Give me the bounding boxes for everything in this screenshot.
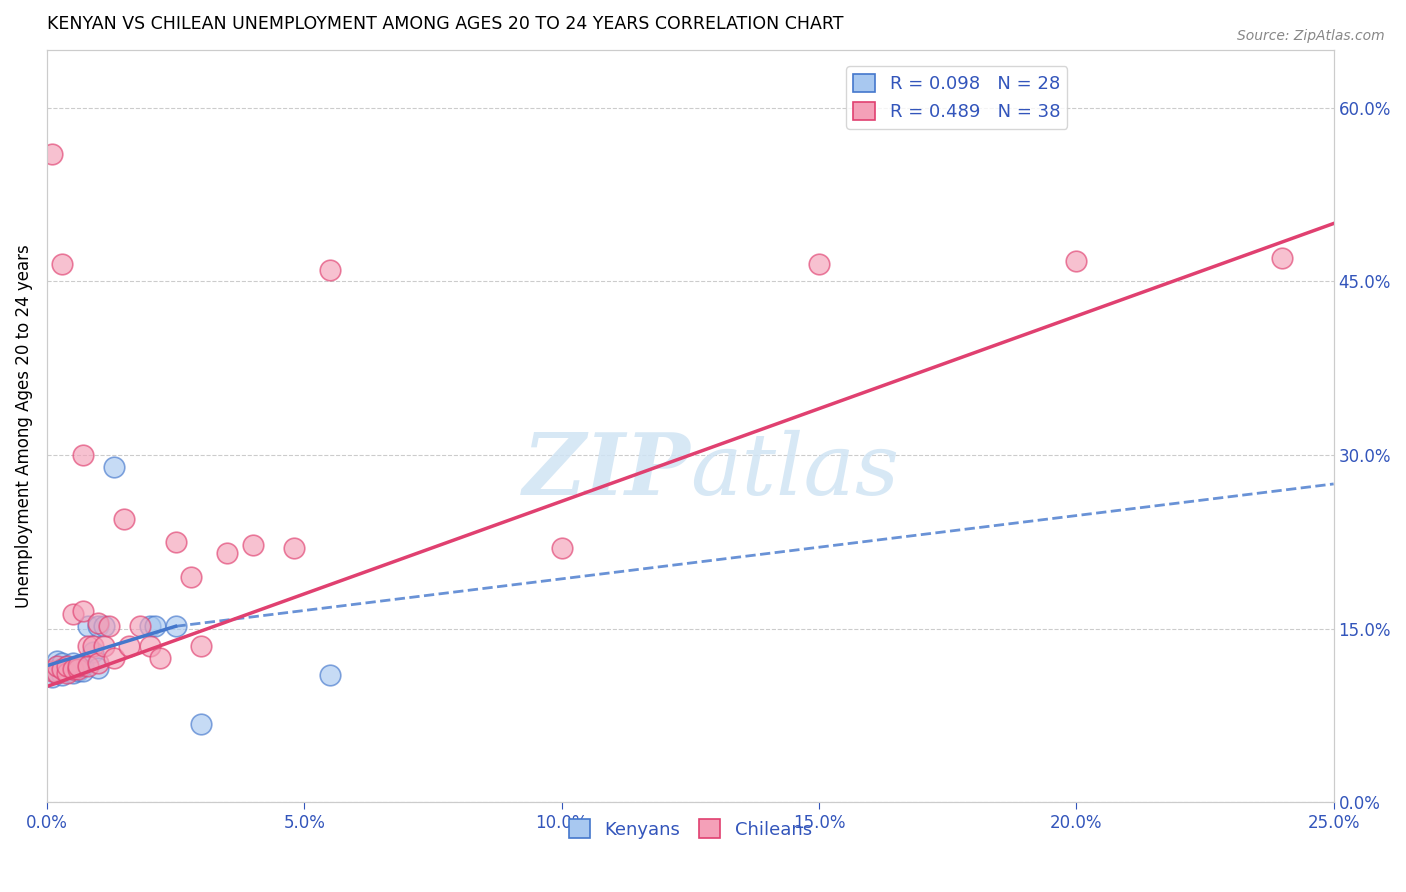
Point [51, 661, 73, 675]
Point [72, 665, 94, 679]
Point [165, 619, 187, 633]
Text: atlas: atlas [690, 430, 900, 513]
Point [46, 665, 69, 680]
Point [51, 668, 73, 682]
Point [51, 257, 73, 271]
Point [128, 619, 150, 633]
Point [72, 604, 94, 618]
Point [1271, 251, 1294, 265]
Point [77, 658, 100, 673]
Point [180, 569, 202, 583]
Point [143, 619, 166, 633]
Point [215, 546, 238, 560]
Point [46, 654, 69, 668]
Point [72, 658, 94, 673]
Point [41, 147, 63, 161]
Point [46, 658, 69, 673]
Point [56, 665, 79, 680]
Point [82, 639, 104, 653]
Point [149, 650, 172, 665]
Point [103, 459, 125, 474]
Point [87, 619, 110, 633]
Point [66, 658, 89, 673]
Point [66, 662, 89, 676]
Point [46, 658, 69, 673]
Text: ZIP: ZIP [523, 429, 690, 513]
Point [112, 511, 135, 525]
Point [72, 448, 94, 462]
Point [41, 665, 63, 679]
Point [51, 657, 73, 671]
Point [97, 619, 120, 633]
Point [77, 619, 100, 633]
Point [139, 639, 162, 653]
Point [62, 662, 84, 676]
Point [87, 657, 110, 671]
Point [190, 716, 212, 731]
Point [319, 668, 342, 682]
Point [139, 619, 162, 633]
Point [51, 662, 73, 676]
Point [56, 665, 79, 679]
Text: KENYAN VS CHILEAN UNEMPLOYMENT AMONG AGES 20 TO 24 YEARS CORRELATION CHART: KENYAN VS CHILEAN UNEMPLOYMENT AMONG AGE… [46, 15, 844, 33]
Point [77, 639, 100, 653]
Point [41, 670, 63, 684]
Point [66, 660, 89, 674]
Point [62, 607, 84, 621]
Point [62, 662, 84, 676]
Point [283, 541, 305, 555]
Point [56, 658, 79, 673]
Point [62, 665, 84, 680]
Point [807, 257, 830, 271]
Point [550, 541, 572, 555]
Point [242, 538, 264, 552]
Y-axis label: Unemployment Among Ages 20 to 24 years: Unemployment Among Ages 20 to 24 years [15, 244, 32, 608]
Point [93, 619, 115, 633]
Point [46, 665, 69, 680]
Point [62, 657, 84, 671]
Point [103, 650, 125, 665]
Point [190, 639, 212, 653]
Point [41, 662, 63, 676]
Point [93, 639, 115, 653]
Point [1064, 253, 1087, 268]
Legend: Kenyans, Chileans: Kenyans, Chileans [561, 812, 820, 846]
Point [87, 615, 110, 630]
Point [66, 665, 89, 679]
Point [118, 639, 141, 653]
Text: Source: ZipAtlas.com: Source: ZipAtlas.com [1237, 29, 1385, 43]
Point [165, 534, 187, 549]
Point [319, 262, 342, 277]
Point [87, 661, 110, 675]
Point [56, 658, 79, 673]
Point [82, 645, 104, 659]
